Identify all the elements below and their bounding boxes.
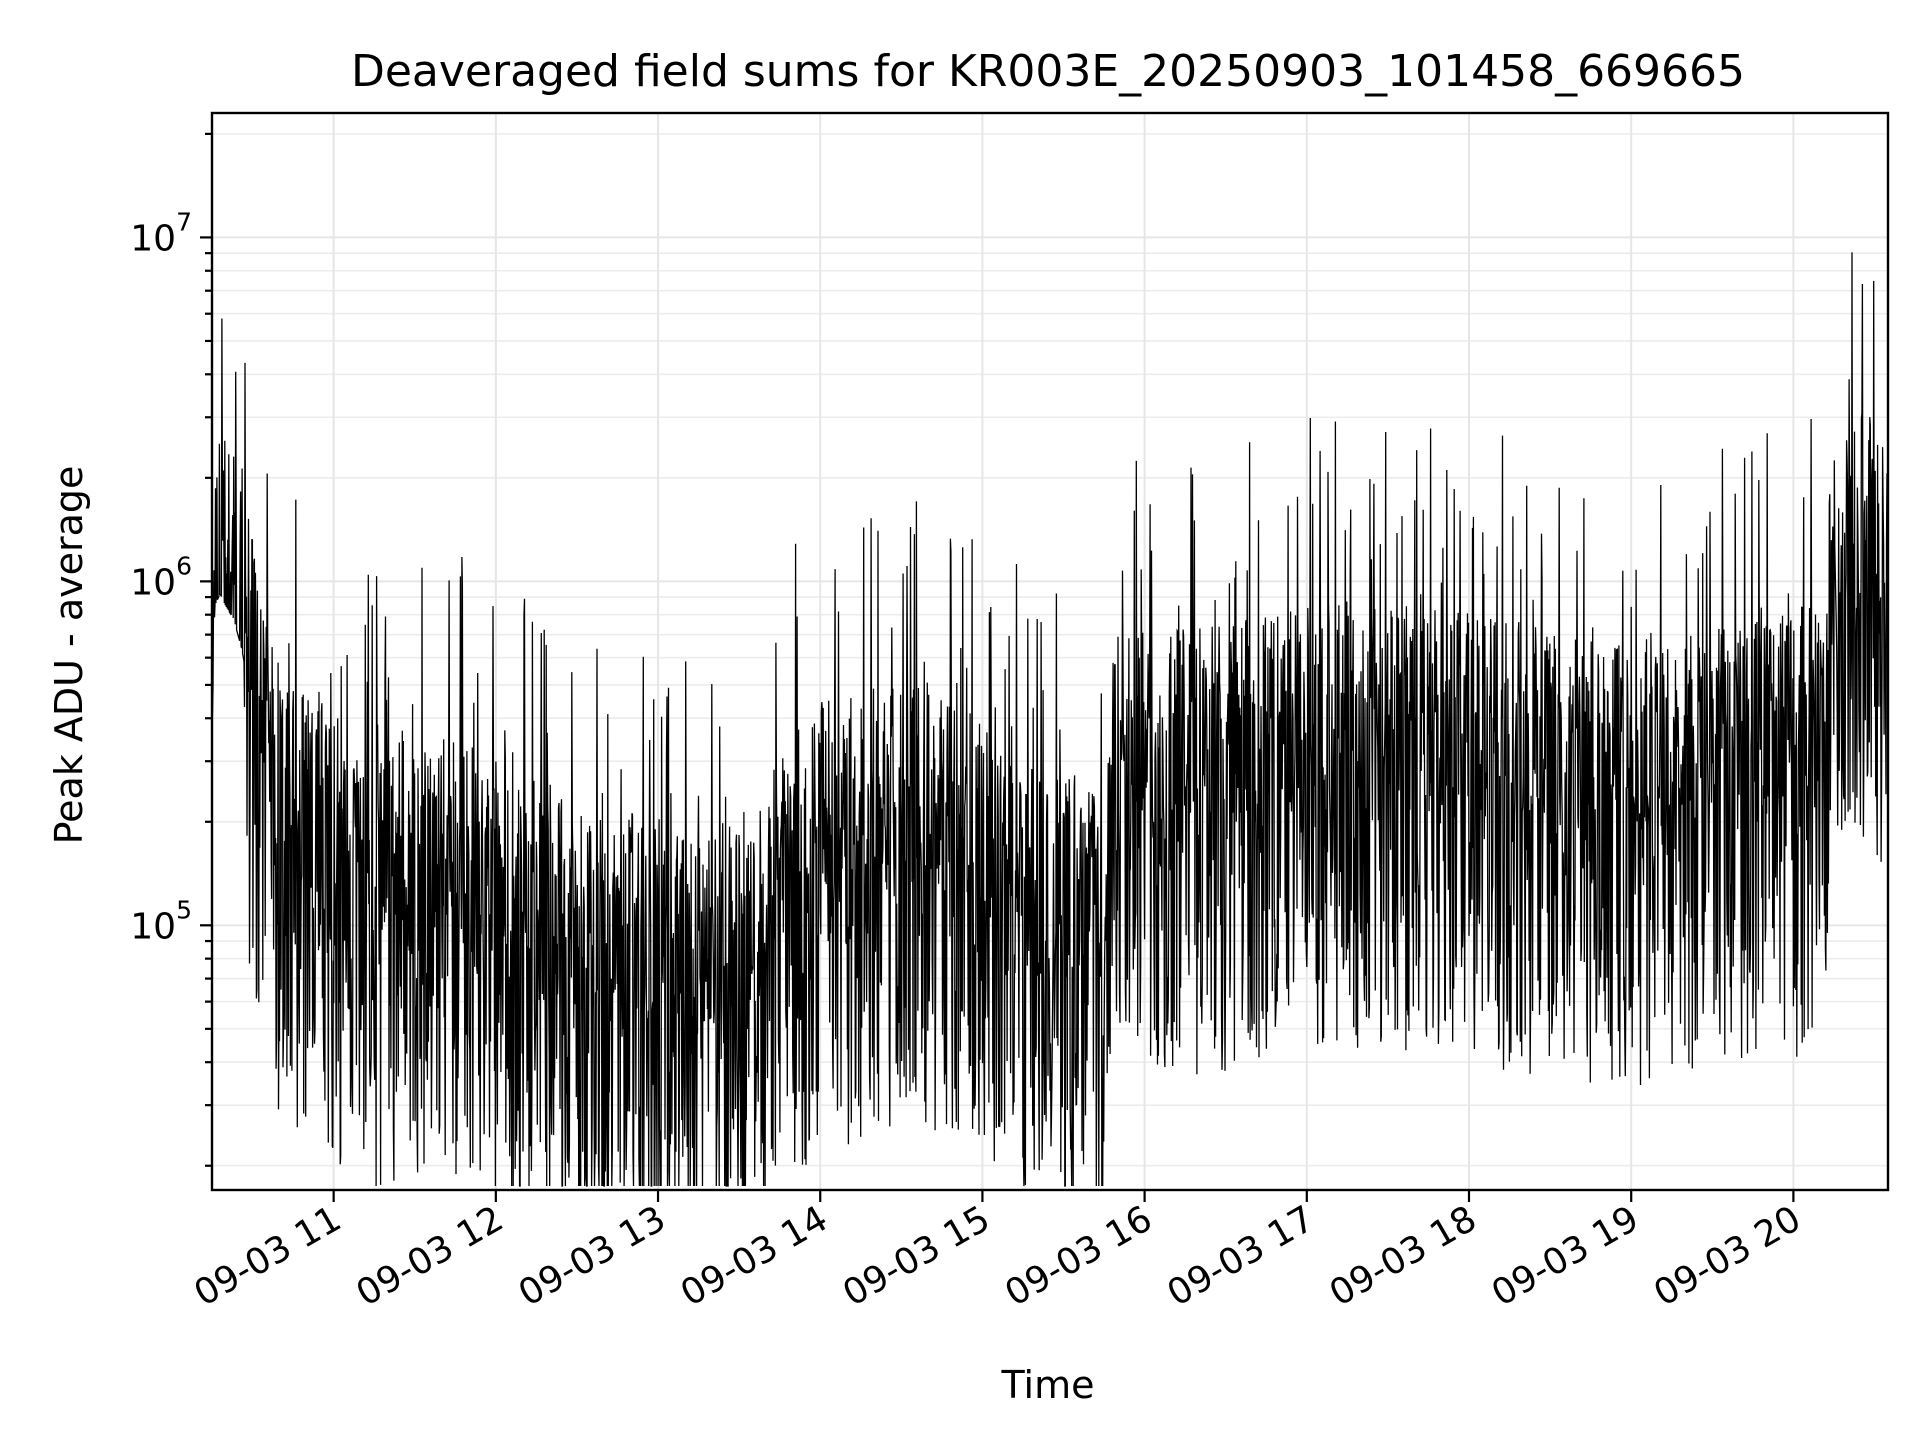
series-line bbox=[211, 252, 1889, 1187]
chart-title: Deaveraged field sums for KR003E_2025090… bbox=[351, 46, 1745, 97]
plot-frame bbox=[210, 111, 1890, 1192]
y-axis-label: Peak ADU - average bbox=[47, 466, 91, 845]
series-layer bbox=[211, 252, 1889, 1187]
tick-marks bbox=[200, 132, 1795, 1202]
x-axis-label: Time bbox=[1001, 1363, 1095, 1407]
